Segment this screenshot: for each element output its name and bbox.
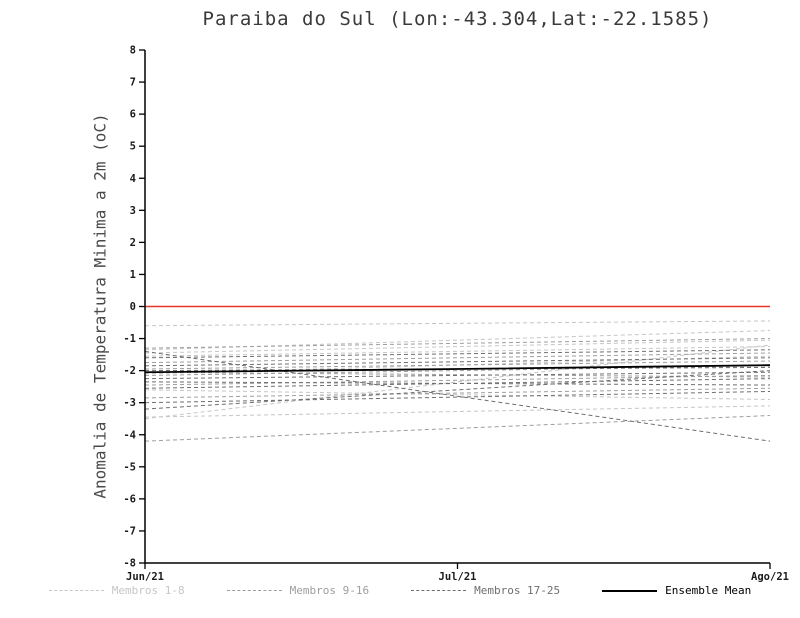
ensemble-member-line — [144, 405, 771, 418]
y-tick-label: 2 — [130, 237, 136, 249]
y-tick-label: 5 — [130, 141, 136, 153]
solid-line-swatch — [602, 589, 658, 592]
y-tick-label: 6 — [130, 109, 136, 121]
legend-label: Membros 9-16 — [289, 584, 370, 597]
ensemble-member-line — [144, 339, 771, 354]
ensemble-member-line — [144, 346, 771, 357]
ensemble-member-line — [144, 365, 771, 376]
dashed-line-swatch — [226, 590, 282, 591]
y-tick-label: -7 — [123, 525, 136, 537]
y-tick-label: -8 — [123, 558, 136, 570]
ensemble-member-line — [144, 330, 771, 351]
ensemble-member-line — [144, 370, 771, 410]
y-tick-label: -3 — [123, 397, 136, 409]
legend-label: Membros 1-8 — [111, 584, 185, 597]
y-tick-label: 4 — [130, 173, 136, 185]
ensemble-member-line — [144, 357, 771, 367]
legend-item: Membros 17-25 — [411, 584, 560, 597]
y-tick-label: -6 — [123, 493, 136, 505]
ensemble-member-line — [144, 371, 771, 380]
y-tick-label: -1 — [123, 333, 136, 345]
ensemble-member-line — [144, 390, 771, 404]
legend: Membros 1-8 Membros 9-16 Membros 17-25 Ense… — [0, 584, 800, 597]
ensemble-member-line — [144, 389, 771, 400]
ensemble-member-line — [144, 338, 771, 349]
x-tick-label: Jun/21 — [126, 571, 164, 583]
x-tick-label: Jul/21 — [439, 571, 477, 583]
ensemble-member-line — [144, 387, 771, 399]
dashed-line-swatch — [48, 590, 104, 591]
legend-item: Ensemble Mean — [602, 584, 751, 597]
legend-label: Ensemble Mean — [665, 584, 752, 597]
ensemble-member-line — [144, 378, 771, 389]
ensemble-member-line — [144, 352, 771, 364]
y-tick-label: -4 — [123, 429, 136, 441]
y-tick-label: 8 — [130, 45, 136, 57]
y-tick-label: 1 — [130, 269, 136, 281]
y-tick-label: -2 — [123, 365, 136, 377]
ensemble-member-line — [144, 371, 771, 378]
ensemble-member-line — [144, 349, 771, 359]
ensemble-member-line — [144, 381, 771, 386]
ensemble-member-line — [144, 360, 771, 370]
ensemble-member-line — [144, 350, 771, 442]
ensemble-mean-line — [144, 364, 771, 374]
ensemble-member-line — [144, 366, 771, 372]
chart-title: Paraiba do Sul (Lon:-43.304,Lat:-22.1585… — [202, 8, 713, 30]
y-tick-label: 3 — [130, 205, 136, 217]
legend-label: Membros 17-25 — [474, 584, 561, 597]
dashed-line-swatch — [411, 590, 467, 591]
x-tick-label: Ago/21 — [751, 571, 789, 583]
ensemble-member-line — [144, 415, 771, 442]
ensemble-member-line — [144, 320, 771, 327]
y-tick-label: 7 — [130, 77, 136, 89]
y-tick-label: 0 — [130, 301, 136, 313]
legend-item: Membros 1-8 — [48, 584, 185, 597]
legend-item: Membros 9-16 — [226, 584, 370, 597]
y-tick-label: -5 — [123, 461, 136, 473]
